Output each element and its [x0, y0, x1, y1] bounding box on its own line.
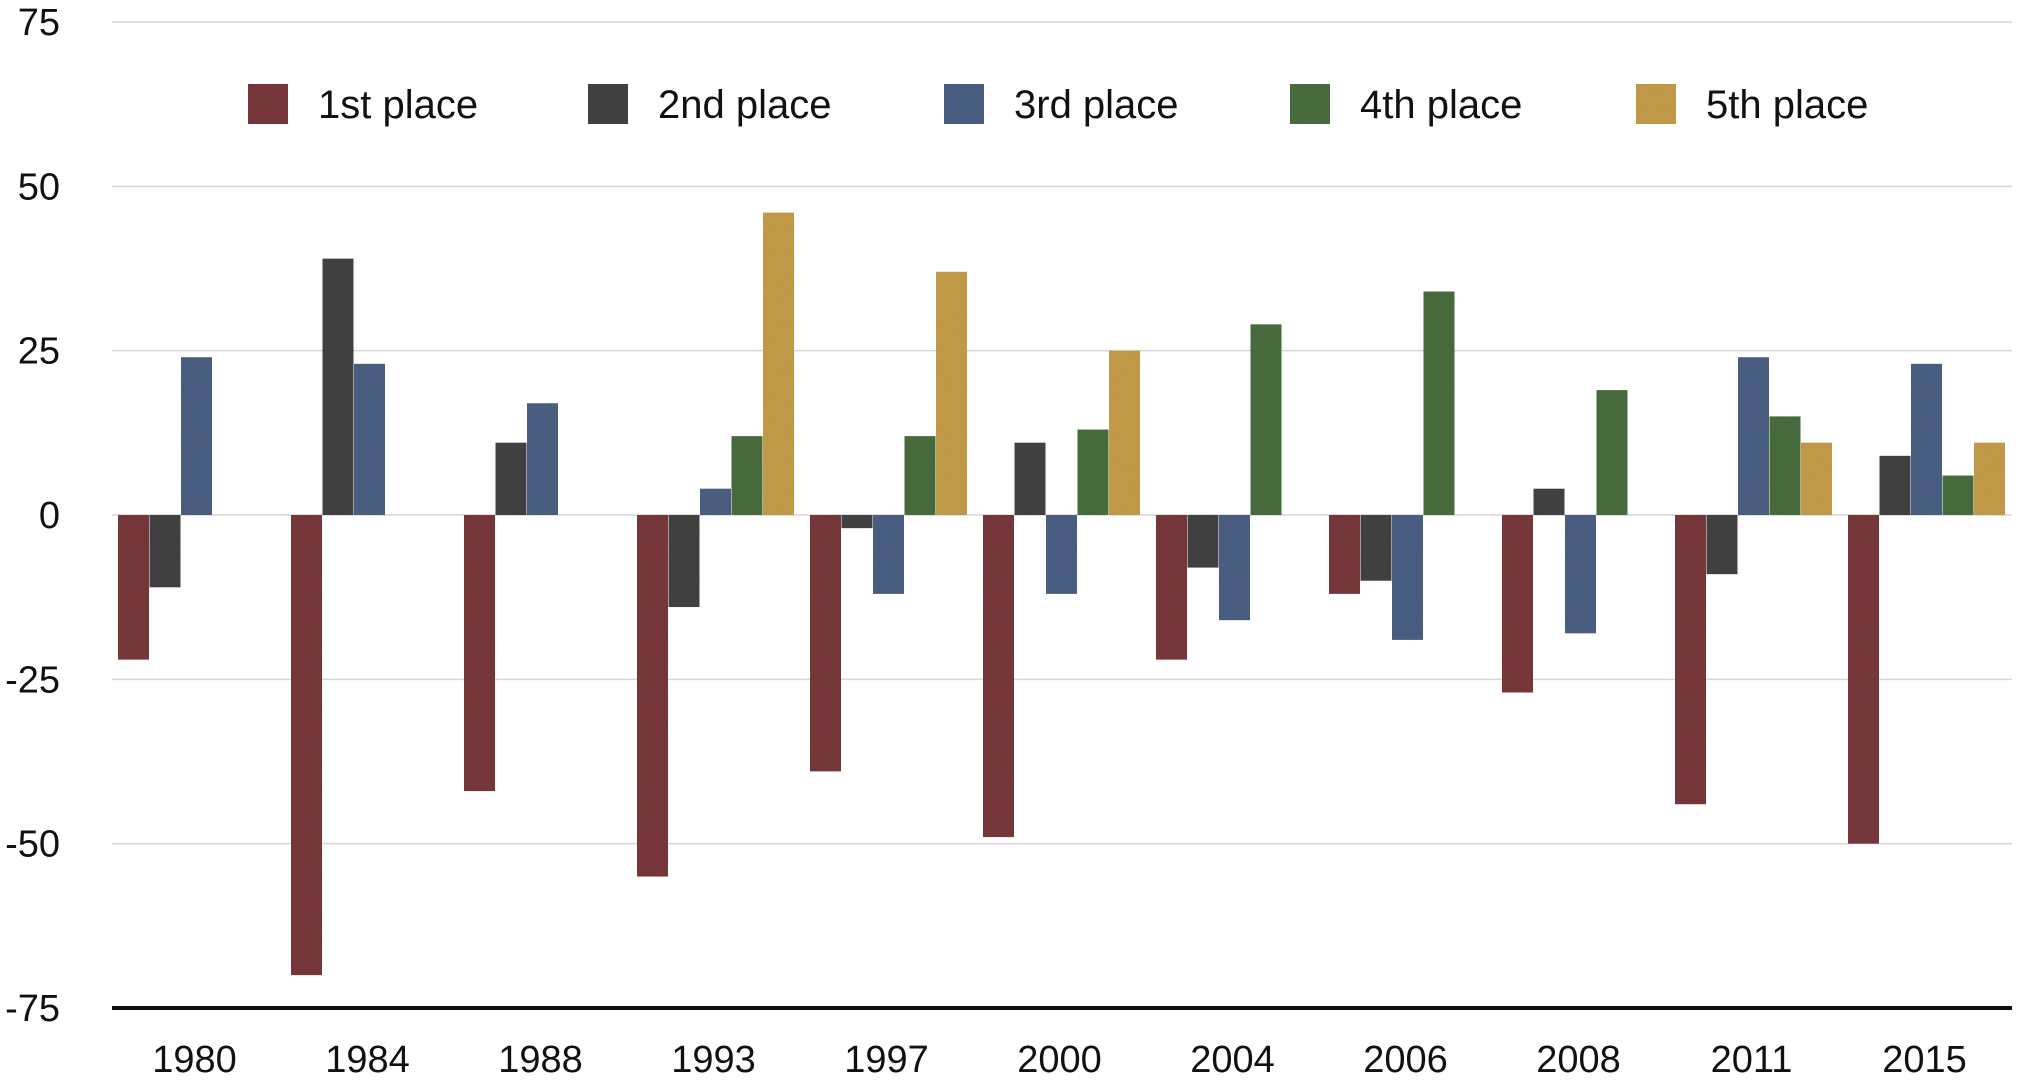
gridlines	[112, 21, 2012, 845]
legend-swatch	[588, 84, 628, 124]
bar-2008-2nd-place	[1533, 488, 1565, 515]
legend-item-2nd-place: 2nd place	[588, 83, 831, 127]
bar-2004-4th-place	[1250, 324, 1282, 515]
bar-group-1980	[118, 357, 212, 660]
bar-group-2011	[1675, 357, 1832, 805]
y-tick-label: 75	[18, 2, 60, 44]
bar-1988-2nd-place	[495, 442, 527, 515]
y-tick-label: 25	[18, 331, 60, 373]
bar-2015-1st-place	[1848, 515, 1879, 844]
bar-1984-1st-place	[291, 515, 322, 976]
bar-1980-1st-place	[118, 515, 149, 660]
x-tick-label: 2004	[1190, 1039, 1275, 1080]
bar-1980-3rd-place	[181, 357, 212, 515]
bar-2000-2nd-place	[1014, 442, 1046, 515]
bar-group-2015	[1848, 363, 2005, 844]
bar-2015-3rd-place	[1911, 363, 1942, 515]
legend-item-1st-place: 1st place	[248, 83, 478, 127]
bar-2000-1st-place	[983, 515, 1014, 838]
x-tick-label: 2006	[1363, 1039, 1448, 1080]
bar-2006-4th-place	[1423, 291, 1455, 515]
legend-label: 4th place	[1360, 83, 1522, 127]
bar-2000-3rd-place	[1046, 515, 1077, 594]
bar-2000-4th-place	[1077, 429, 1109, 515]
legend-label: 1st place	[318, 83, 478, 127]
bar-2015-2nd-place	[1879, 455, 1911, 515]
bar-1993-5th-place	[763, 212, 794, 516]
legend-item-4th-place: 4th place	[1290, 83, 1522, 127]
x-tick-label: 1980	[152, 1039, 237, 1080]
bar-group-1988	[464, 403, 558, 792]
bar-1993-2nd-place	[668, 515, 700, 608]
bar-1993-4th-place	[731, 436, 763, 515]
y-tick-label: -25	[5, 659, 60, 701]
bar-2011-1st-place	[1675, 515, 1706, 805]
y-axis-tick-labels: 75 50 25 0 -25 -50 -75	[5, 2, 60, 1030]
bar-1997-4th-place	[904, 436, 936, 515]
bar-1997-5th-place	[936, 271, 967, 515]
legend-label: 2nd place	[658, 83, 831, 127]
bars	[118, 212, 2005, 976]
bar-1993-3rd-place	[700, 488, 731, 515]
legend: 1st place 2nd place 3rd place 4th place 5th …	[248, 83, 1868, 127]
bar-2015-5th-place	[1974, 442, 2005, 515]
x-tick-label: 1993	[671, 1039, 756, 1080]
bar-2000-5th-place	[1109, 350, 1140, 515]
bar-2004-3rd-place	[1219, 515, 1250, 621]
bar-group-2000	[983, 350, 1140, 838]
x-tick-label: 2011	[1711, 1039, 1793, 1080]
bar-2006-3rd-place	[1392, 515, 1423, 640]
legend-label: 5th place	[1706, 83, 1868, 127]
bar-group-1984	[291, 258, 385, 976]
x-tick-label: 2015	[1882, 1039, 1967, 1080]
bar-2006-2nd-place	[1360, 515, 1392, 581]
x-tick-label: 1988	[498, 1039, 583, 1080]
x-axis-tick-labels: 1980 1984 1988 1993 1997 2000 2004 2006 2008 2011…	[152, 1039, 1967, 1080]
x-tick-label: 1997	[844, 1039, 929, 1080]
bar-2011-2nd-place	[1706, 515, 1738, 575]
legend-item-5th-place: 5th place	[1636, 83, 1868, 127]
bar-1997-2nd-place	[841, 515, 873, 529]
bar-2011-5th-place	[1801, 442, 1832, 515]
bar-2011-3rd-place	[1738, 357, 1769, 515]
x-tick-label: 2000	[1017, 1039, 1102, 1080]
bar-group-1997	[810, 271, 967, 772]
bar-group-2006	[1329, 291, 1455, 640]
y-tick-label: 50	[18, 166, 60, 208]
legend-swatch	[1290, 84, 1330, 124]
bar-1988-1st-place	[464, 515, 495, 792]
y-tick-label: 0	[39, 495, 60, 537]
y-tick-label: -75	[5, 988, 60, 1030]
legend-swatch	[944, 84, 984, 124]
bar-1993-1st-place	[637, 515, 668, 877]
bar-2006-1st-place	[1329, 515, 1360, 594]
bar-1997-1st-place	[810, 515, 841, 772]
bar-group-2008	[1502, 390, 1628, 693]
bar-2011-4th-place	[1769, 416, 1801, 515]
y-tick-label: -50	[5, 824, 60, 866]
bar-2008-3rd-place	[1565, 515, 1596, 634]
bar-1997-3rd-place	[873, 515, 904, 594]
x-tick-label: 2008	[1536, 1039, 1621, 1080]
legend-swatch	[248, 84, 288, 124]
bar-1984-3rd-place	[354, 363, 385, 515]
legend-label: 3rd place	[1014, 83, 1179, 127]
bar-2004-2nd-place	[1187, 515, 1219, 568]
x-tick-label: 1984	[325, 1039, 410, 1080]
bar-group-2004	[1156, 324, 1282, 660]
bar-2008-4th-place	[1596, 390, 1628, 515]
bar-2015-4th-place	[1942, 475, 1974, 515]
bar-1980-2nd-place	[149, 515, 181, 588]
legend-item-3rd-place: 3rd place	[944, 83, 1179, 127]
bar-2008-1st-place	[1502, 515, 1533, 693]
bar-1984-2nd-place	[322, 258, 354, 515]
bar-2004-1st-place	[1156, 515, 1187, 660]
bar-1988-3rd-place	[527, 403, 558, 515]
bar-group-1993	[637, 212, 794, 877]
legend-swatch	[1636, 84, 1676, 124]
